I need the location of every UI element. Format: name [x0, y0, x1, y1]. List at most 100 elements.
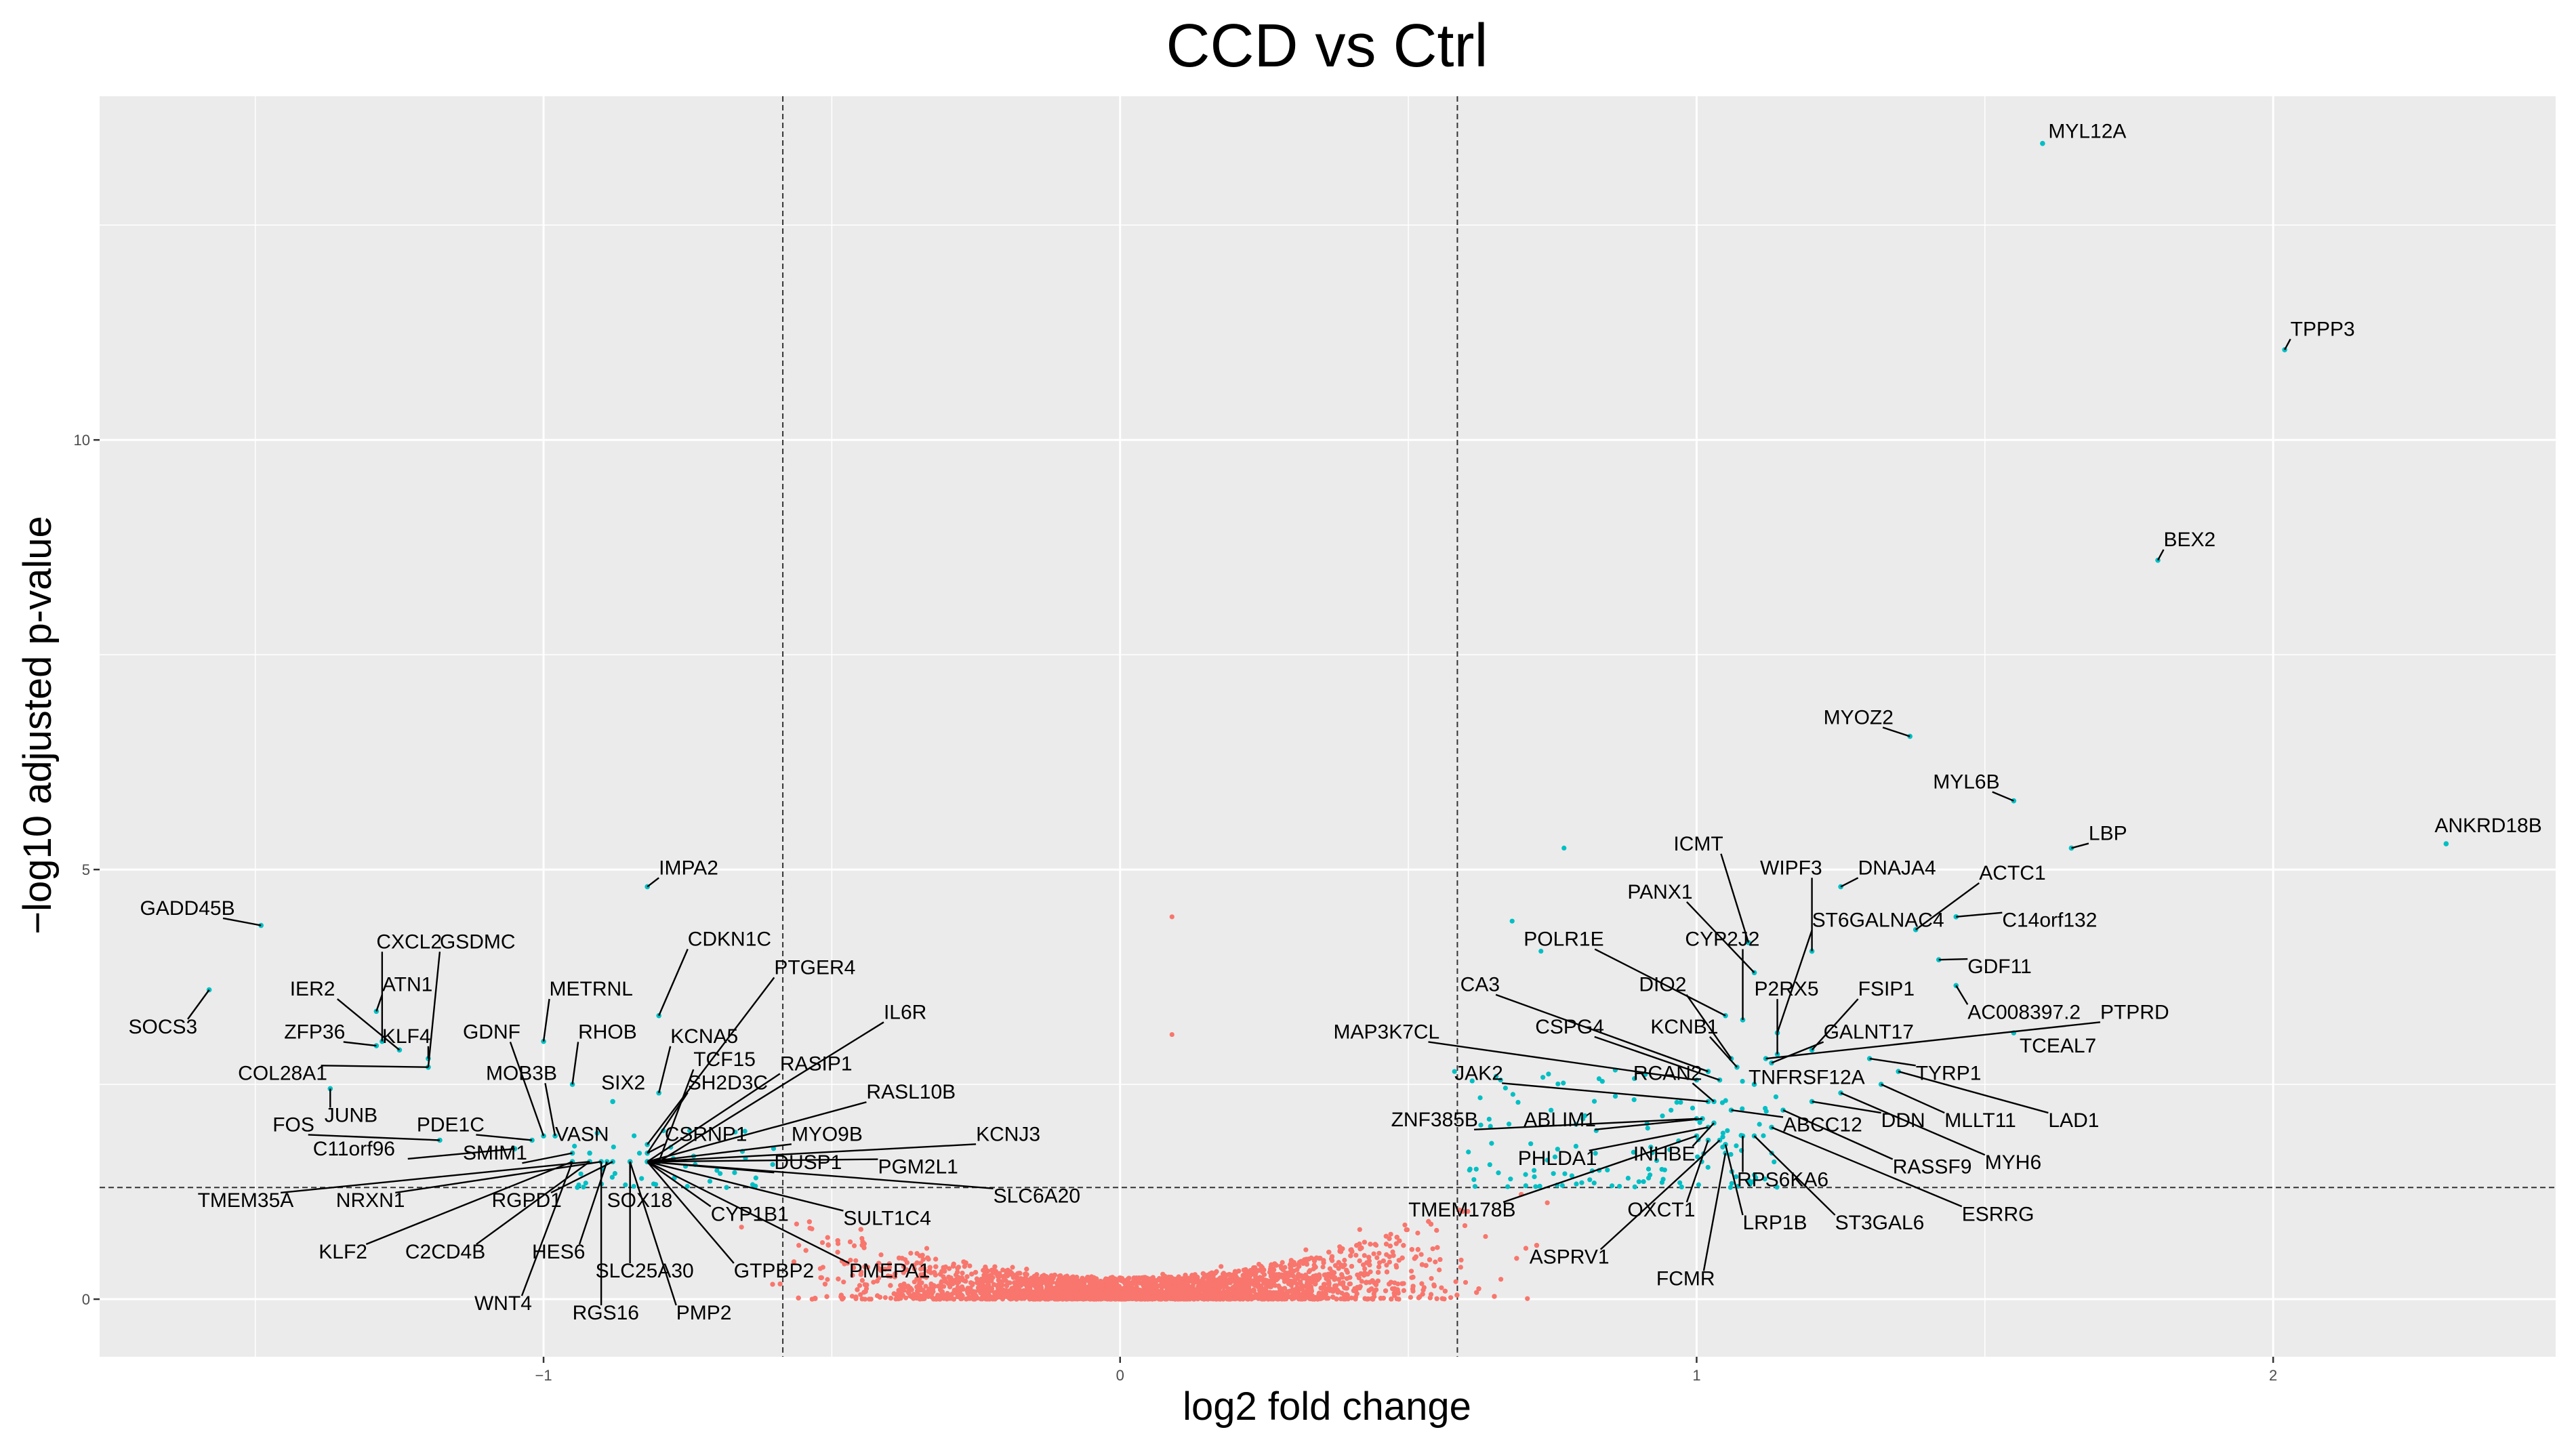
ns-point: [1218, 1275, 1223, 1281]
ns-point: [1395, 1287, 1400, 1292]
ns-point: [1010, 1265, 1015, 1270]
ns-point: [825, 1277, 830, 1282]
ns-point: [1342, 1285, 1347, 1290]
ns-point: [806, 1219, 812, 1225]
ns-point: [1189, 1287, 1195, 1292]
ns-point: [1260, 1269, 1265, 1275]
ns-point: [1458, 1257, 1464, 1263]
ns-point: [914, 1260, 920, 1266]
ns-point: [1437, 1256, 1443, 1263]
ns-point: [1210, 1275, 1216, 1281]
ns-point: [911, 1292, 916, 1297]
ns-point: [1430, 1246, 1435, 1252]
ns-point: [1362, 1266, 1368, 1271]
ns-point: [836, 1276, 841, 1282]
ns-point: [1410, 1284, 1416, 1289]
ns-point: [1303, 1294, 1309, 1300]
ns-point: [1347, 1275, 1353, 1280]
ns-point: [1454, 1292, 1460, 1298]
ns-point: [841, 1279, 846, 1285]
ns-point: [1376, 1264, 1382, 1269]
ns-point: [1326, 1250, 1332, 1255]
ns-point: [853, 1294, 859, 1300]
ns-point: [909, 1287, 914, 1292]
ns-point: [807, 1225, 813, 1231]
ns-point: [1209, 1270, 1214, 1276]
ns-point: [1397, 1238, 1402, 1244]
ns-point: [1014, 1275, 1020, 1281]
ns-point: [1317, 1274, 1322, 1280]
ns-point: [876, 1266, 882, 1271]
ns-point: [1326, 1296, 1331, 1301]
ns-point: [1415, 1230, 1420, 1236]
ns-point: [1332, 1263, 1338, 1268]
ns-point: [967, 1263, 973, 1269]
ns-point: [1357, 1258, 1362, 1264]
ns-point: [1317, 1293, 1322, 1299]
ns-point: [1354, 1291, 1359, 1296]
ns-point: [1359, 1279, 1364, 1284]
ns-point: [825, 1235, 830, 1240]
ns-point: [991, 1282, 997, 1288]
ns-point: [1337, 1281, 1343, 1286]
ns-point: [927, 1265, 933, 1270]
ns-point: [1221, 1284, 1227, 1289]
ns-point: [1004, 1291, 1009, 1297]
ns-point: [1313, 1265, 1318, 1270]
ns-point: [901, 1282, 907, 1287]
ns-point: [1364, 1260, 1370, 1265]
ns-point: [1429, 1275, 1434, 1282]
ns-point: [858, 1227, 863, 1232]
ns-point: [921, 1266, 927, 1271]
ns-point: [1034, 1272, 1040, 1277]
ns-point: [1415, 1247, 1420, 1252]
non-significant-points: [739, 914, 1550, 1302]
ns-point: [1240, 1283, 1246, 1288]
chart-title: CCD vs Ctrl: [1166, 12, 1488, 80]
ns-point: [858, 1292, 863, 1297]
ns-point: [859, 1296, 865, 1302]
ns-point: [960, 1286, 966, 1292]
ns-point: [941, 1274, 946, 1279]
ns-point: [853, 1258, 859, 1263]
ns-point: [1339, 1272, 1345, 1277]
ns-point: [904, 1267, 909, 1273]
ns-point: [1308, 1284, 1314, 1290]
ns-point: [1353, 1252, 1359, 1258]
ns-point: [1259, 1264, 1264, 1269]
ns-point: [1138, 1289, 1143, 1295]
ns-point: [822, 1282, 828, 1287]
ns-point: [1393, 1263, 1399, 1268]
ns-point: [1250, 1287, 1256, 1293]
ns-point: [963, 1278, 968, 1284]
ns-point: [1402, 1222, 1408, 1228]
ns-point: [1361, 1262, 1366, 1267]
ns-point: [1055, 1279, 1061, 1284]
ns-point: [813, 1296, 818, 1301]
ns-point: [1458, 1265, 1463, 1270]
ns-point: [956, 1265, 961, 1270]
ns-point: [1027, 1277, 1033, 1283]
ns-point: [1157, 1275, 1162, 1282]
ns-point: [865, 1265, 871, 1270]
ns-point: [876, 1261, 882, 1266]
ns-point: [893, 1271, 898, 1277]
ns-point: [1288, 1294, 1293, 1300]
ns-point: [1435, 1245, 1440, 1250]
ns-point: [1376, 1269, 1381, 1275]
ns-point: [964, 1296, 969, 1302]
ns-point: [918, 1285, 923, 1290]
ns-point: [992, 1264, 998, 1269]
ns-point: [1427, 1295, 1433, 1300]
ns-point: [1439, 1285, 1444, 1290]
ns-point: [1330, 1271, 1335, 1276]
ns-point: [1267, 1290, 1273, 1295]
ns-point: [1376, 1260, 1383, 1265]
ns-point: [1387, 1259, 1393, 1265]
ns-point: [929, 1294, 935, 1300]
ns-point: [1434, 1296, 1439, 1301]
ns-point: [945, 1290, 950, 1296]
ns-point: [770, 1282, 775, 1287]
ns-point: [990, 1275, 996, 1280]
ns-point: [849, 1294, 855, 1299]
